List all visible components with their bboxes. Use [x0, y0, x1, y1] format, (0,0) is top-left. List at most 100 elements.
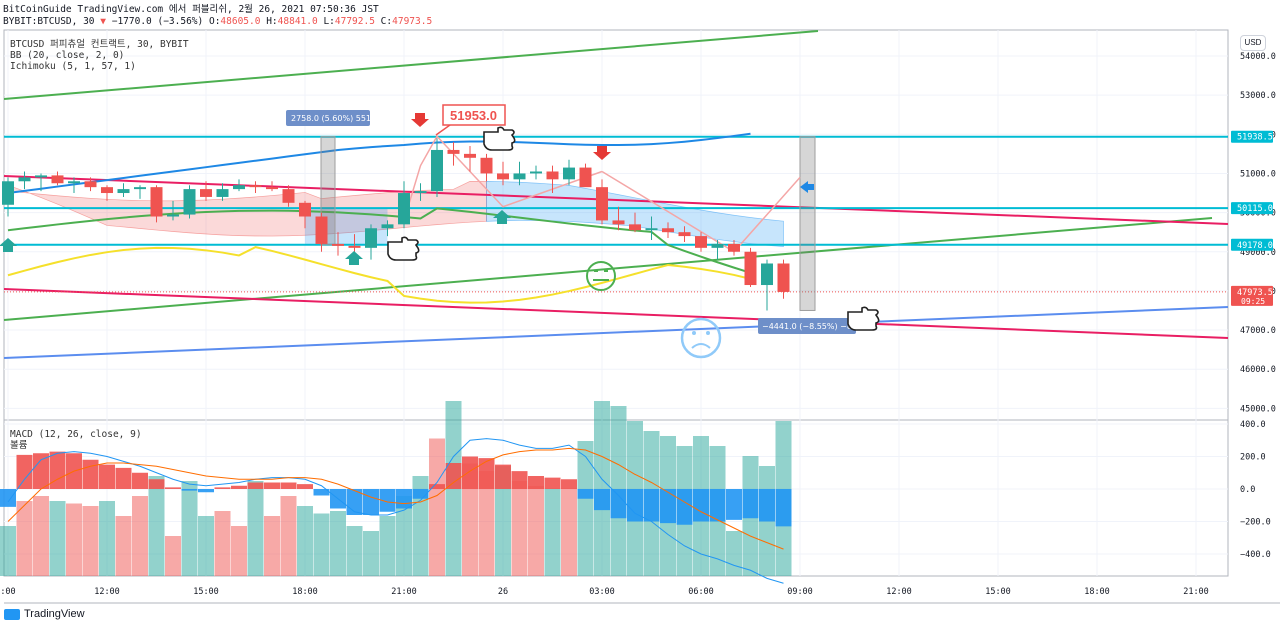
macd-histogram-bar [759, 489, 775, 522]
candle-body [414, 191, 427, 194]
time-axis-label: 18:00 [1084, 587, 1110, 597]
macd-histogram-bar [429, 484, 445, 489]
legend-volume: 볼륨 [10, 440, 28, 451]
sell-arrow-icon [411, 113, 429, 127]
volume-bar [214, 511, 231, 576]
candles [2, 138, 790, 311]
volume-bar [247, 481, 264, 576]
candle-body [596, 187, 608, 221]
volume-bar [66, 503, 82, 576]
neutral-face-icon [586, 261, 616, 291]
time-axis-label: 15:00 [985, 587, 1011, 597]
macd-histogram-bar [198, 489, 214, 493]
volume-bar [132, 496, 148, 576]
volume-bar [33, 496, 49, 576]
candle-body [365, 228, 377, 248]
measure-down-label: −4441.0 (−8.55%) −8882 [762, 322, 867, 331]
blue-support-line [3, 306, 1229, 359]
price-axis-label: 46000.0 [1240, 365, 1276, 375]
price-tag-label: 50115.0 [1237, 204, 1273, 214]
macd-histogram-bar [49, 451, 66, 489]
candle-body [2, 181, 14, 205]
macd-histogram-bar [148, 479, 165, 489]
price-tag-bg [1231, 202, 1273, 215]
candle-body [480, 157, 493, 174]
projection-path-up [403, 134, 603, 221]
volume-bar [16, 501, 33, 576]
time-axis-label: :00 [0, 587, 15, 597]
time-axis-label: 18:00 [292, 587, 318, 597]
macd-histogram-bar [363, 489, 379, 515]
candle-body [167, 214, 179, 217]
macd-histogram-bar [231, 485, 247, 489]
candle-body [711, 243, 724, 248]
price-tag-bg [1231, 130, 1273, 143]
macd-pane-legend: MACD (12, 26, close, 9) 볼륨 [10, 429, 142, 451]
signal-line [7, 447, 784, 550]
candle-body [315, 216, 328, 244]
candle-body [744, 251, 757, 286]
buy-arrow-icon [0, 238, 17, 252]
macd-histogram-bar [726, 489, 742, 520]
volume-bar [49, 501, 66, 576]
candle-body [233, 185, 245, 190]
macd-histogram-bar [528, 476, 544, 489]
macd-histogram-bar [0, 489, 16, 507]
volume-bar [594, 401, 610, 576]
candle-body [777, 263, 790, 292]
main-pane-legend: BTCUSD 퍼피츄얼 컨트랙트, 30, BYBIT BB (20, clos… [10, 39, 189, 72]
sad-face-eye [706, 331, 710, 335]
macd-histogram-bar [99, 464, 115, 489]
low-label: L: [323, 16, 335, 27]
volume-bar [181, 481, 198, 576]
header-symbol: BYBIT:BTCUSD, 30 [3, 16, 95, 27]
tradingview-logo[interactable]: TradingView [4, 608, 85, 620]
volume-bar [99, 501, 115, 576]
candle-body [84, 181, 97, 188]
volume-bar [544, 488, 561, 576]
candle-body [579, 167, 592, 188]
legend-macd: MACD (12, 26, close, 9) [10, 429, 142, 440]
pink-channel-upper-line [3, 175, 1229, 225]
macd-histogram-bar [577, 489, 594, 499]
macd-histogram-bar [379, 489, 396, 512]
header-line-1: BitCoinGuide TradingView.com 에서 퍼블리쉬, 2월… [3, 4, 379, 16]
bollinger-basis [7, 207, 751, 274]
header-change: −1770.0 (−3.56%) [111, 16, 204, 27]
macd-histogram-bar [132, 472, 148, 489]
high-callout-box [442, 104, 506, 126]
candle-body [678, 232, 691, 237]
candle-body [200, 189, 212, 197]
volume-bar [346, 526, 363, 576]
high-callout-pointer [435, 124, 451, 136]
macd-histogram-bar [264, 482, 280, 489]
macd-histogram-bar [115, 467, 132, 489]
currency-button[interactable]: USD [1240, 35, 1266, 51]
volume-bar [511, 481, 528, 576]
macd-histogram-bar [165, 487, 181, 489]
tradingview-logo-icon [4, 608, 20, 620]
volume-bar [429, 438, 445, 576]
macd-histogram-bar [610, 489, 627, 519]
macd-pane [0, 401, 792, 584]
volume-bar [148, 476, 165, 576]
change-down-arrow-icon: ▼ [100, 16, 106, 27]
volume-bar [313, 513, 330, 576]
price-axis-label: 51000.0 [1240, 169, 1276, 179]
candle-body [101, 187, 113, 194]
time-axis-label: 12:00 [94, 587, 120, 597]
candle-body [546, 171, 559, 180]
volume-bar [363, 531, 379, 576]
legend-ichimoku: Ichimoku (5, 1, 57, 1) [10, 61, 136, 72]
price-tag-bg [1231, 285, 1273, 306]
price-axis-label: 54000.0 [1240, 52, 1276, 62]
candle-body [398, 193, 410, 225]
macd-histogram-bar [594, 489, 610, 511]
volume-bar [231, 526, 247, 576]
candle-body [662, 228, 674, 233]
volume-bar [577, 441, 594, 576]
high-value: 48841.0 [277, 16, 318, 27]
low-value: 47792.5 [334, 16, 375, 27]
volume-bar [561, 488, 577, 576]
